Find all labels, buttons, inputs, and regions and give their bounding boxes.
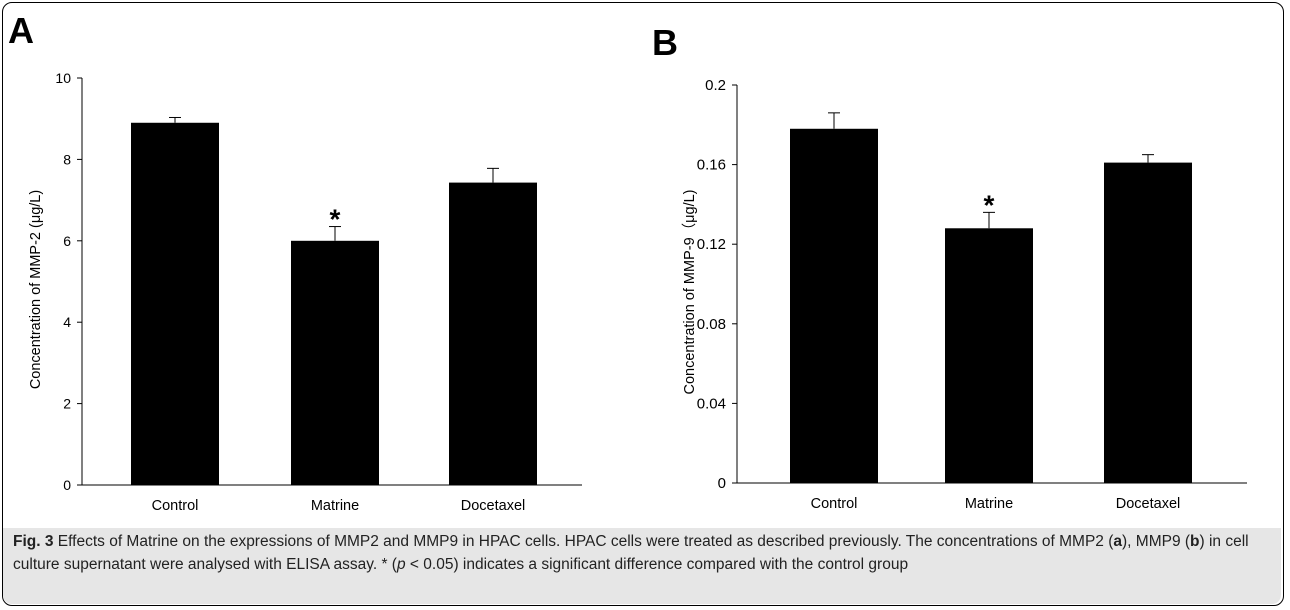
significance-marker: * bbox=[330, 204, 341, 235]
caption-text-3: ) in cell culture supernatant were analy… bbox=[13, 533, 1249, 573]
caption-text-1: Effects of Matrine on the expressions of… bbox=[53, 533, 1114, 550]
y-tick-label: 0.12 bbox=[697, 236, 726, 253]
panel-a: A 0 2 4 6 8 10 Concentration of MMP-2 (μg/L) Con… bbox=[8, 10, 582, 514]
x-tick-label: Matrine bbox=[965, 496, 1013, 512]
caption-text-2: ), MMP9 ( bbox=[1122, 533, 1191, 550]
y-tick-label: 2 bbox=[63, 396, 71, 412]
caption-band bbox=[3, 528, 1281, 604]
bar-matrine bbox=[291, 240, 379, 485]
caption-panel-b: b bbox=[1190, 533, 1200, 550]
caption-panel-a: a bbox=[1113, 533, 1123, 550]
y-tick-label: 6 bbox=[63, 233, 71, 249]
y-tick-label: 0.04 bbox=[697, 395, 726, 412]
panel-label: B bbox=[652, 22, 678, 63]
panel-label: A bbox=[8, 10, 34, 51]
y-tick-label: 0.16 bbox=[697, 157, 726, 174]
panel-b: B 0 0.04 0.08 0.12 0.16 0.2 Concentration of MM… bbox=[652, 22, 1247, 512]
y-tick-label: 10 bbox=[55, 70, 71, 86]
caption-fig-label: Fig. 3 bbox=[13, 533, 54, 550]
significance-marker: * bbox=[984, 189, 995, 220]
x-tick-label: Matrine bbox=[311, 498, 359, 514]
y-axis-title: Concentration of MMP-2 (μg/L) bbox=[28, 190, 44, 389]
y-tick-label: 0 bbox=[718, 475, 726, 492]
x-tick-label: Docetaxel bbox=[1116, 496, 1180, 512]
y-tick-label: 0 bbox=[63, 477, 71, 493]
caption-text-4: < 0.05) indicates a significant differen… bbox=[405, 556, 909, 573]
y-tick-label: 8 bbox=[63, 151, 71, 167]
x-tick-label: Control bbox=[811, 496, 858, 512]
y-tick-label: 0.2 bbox=[705, 77, 726, 94]
y-axis-title: Concentration of MMP-9（μg/L) bbox=[681, 190, 698, 395]
x-tick-label: Docetaxel bbox=[461, 498, 525, 514]
figure-caption: Fig. 3 Effects of Matrine on the express… bbox=[13, 530, 1275, 576]
y-tick-label: 0.08 bbox=[697, 316, 726, 333]
bar-docetaxel bbox=[449, 182, 537, 485]
x-tick-label: Control bbox=[152, 498, 199, 514]
figure: A 0 2 4 6 8 10 Concentration of MMP-2 (μg/L) Con… bbox=[8, 10, 1247, 514]
bar-control bbox=[790, 128, 878, 483]
caption-p: p bbox=[396, 556, 406, 573]
bar-matrine bbox=[945, 228, 1033, 483]
bar-control bbox=[131, 122, 219, 486]
bar-docetaxel bbox=[1104, 162, 1192, 484]
y-tick-label: 4 bbox=[63, 314, 71, 330]
